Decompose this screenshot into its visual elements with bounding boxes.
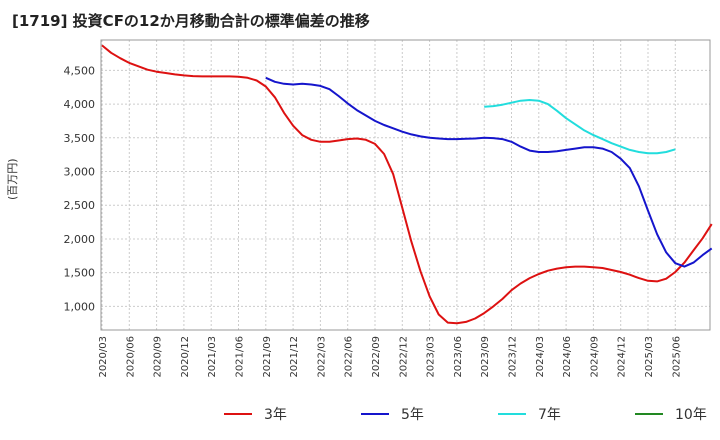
grid-lines: [101, 40, 710, 330]
legend-label: 7年: [538, 407, 561, 423]
x-tick-label: 2023/06: [453, 336, 464, 378]
series-line: [101, 44, 713, 325]
y-tick-label: 4,500: [64, 64, 96, 77]
x-tick-label: 2023/09: [480, 336, 491, 378]
x-tick-label: 2025/06: [671, 336, 682, 378]
y-tick-label: 1,000: [64, 300, 96, 313]
x-tick-label: 2024/06: [562, 336, 573, 378]
y-axis: 1,000 1,500 2,000 2,500 3,000 3,500 4,000 4,500: [64, 64, 96, 313]
plot-area-border: [100, 39, 711, 331]
x-tick-label: 2020/06: [125, 336, 136, 378]
series-line: [265, 76, 713, 268]
x-axis: 2020/03 2020/06 2020/09 2020/12 2021/03 2021/…: [98, 336, 682, 378]
x-tick-label: 2022/03: [316, 336, 327, 378]
series-line: [484, 99, 676, 155]
y-tick-label: 3,000: [64, 166, 96, 179]
series-lines: [101, 44, 713, 325]
y-tick-label: 2,000: [64, 233, 96, 246]
x-tick-label: 2025/03: [644, 336, 655, 378]
x-tick-label: 2021/03: [207, 336, 218, 378]
x-tick-label: 2020/12: [180, 336, 191, 378]
x-tick-label: 2023/03: [426, 336, 437, 378]
y-tick-label: 2,500: [64, 199, 96, 212]
x-tick-label: 2024/03: [535, 336, 546, 378]
x-tick-label: 2021/09: [262, 336, 273, 378]
x-tick-label: 2022/06: [344, 336, 355, 378]
y-tick-label: 4,000: [64, 98, 96, 111]
chart-title: [1719] 投資CFの12か月移動合計の標準偏差の推移: [12, 12, 370, 30]
x-tick-label: 2021/06: [235, 336, 246, 378]
x-tick-label: 2024/12: [617, 336, 628, 378]
x-tick-label: 2024/09: [589, 336, 600, 378]
y-tick-label: 3,500: [64, 132, 96, 145]
legend-label: 10年: [675, 407, 707, 423]
x-tick-label: 2020/09: [153, 336, 164, 378]
x-tick-label: 2022/09: [371, 336, 382, 378]
y-tick-label: 1,500: [64, 267, 96, 280]
legend-label: 5年: [401, 407, 424, 423]
legend-label: 3年: [264, 407, 287, 423]
x-tick-label: 2020/03: [98, 336, 109, 378]
x-tick-label: 2023/12: [508, 336, 519, 378]
x-tick-label: 2022/12: [398, 336, 409, 378]
legend: 3年 5年 7年 10年: [224, 407, 707, 423]
x-tick-label: 2021/12: [289, 336, 300, 378]
